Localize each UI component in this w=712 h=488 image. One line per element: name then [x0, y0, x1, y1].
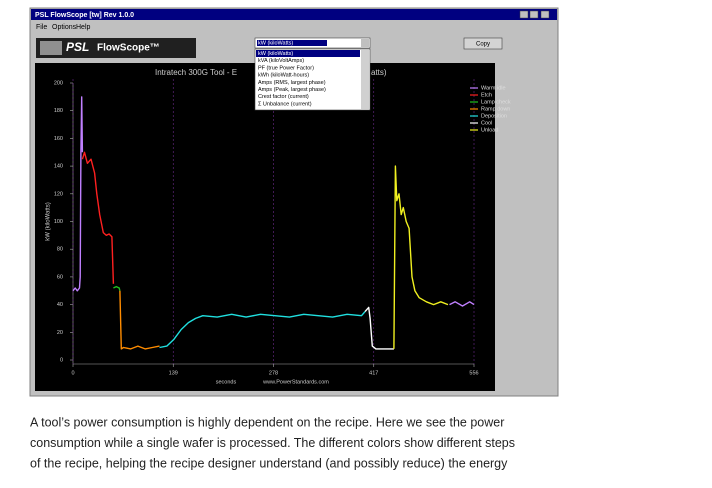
- legend-label: Cool: [481, 120, 492, 126]
- series-line: [393, 165, 449, 349]
- x-tick-label: 139: [169, 370, 178, 376]
- y-axis-label: kW (kiloWatts): [46, 202, 52, 240]
- chart-area: [35, 63, 495, 391]
- series-line: [72, 96, 475, 307]
- logo-banner: [36, 38, 196, 58]
- copy-button-label: Copy: [476, 42, 490, 48]
- window-title: PSL FlowScope [tw] Rev 1.0.0: [35, 12, 134, 19]
- dropdown-item[interactable]: PF (true Power Factor): [258, 65, 314, 71]
- credit: www.PowerStandards.com: [262, 379, 329, 385]
- series-line: [113, 285, 121, 291]
- y-tick-label: 180: [54, 108, 63, 114]
- dropdown-item[interactable]: Amps (RMS, largest phase): [258, 80, 326, 86]
- close-button[interactable]: [540, 10, 550, 19]
- legend-label: Warm idle: [481, 85, 506, 91]
- dropdown-item[interactable]: Amps (Peak, largest phase): [258, 87, 326, 93]
- x-tick-label: 278: [269, 370, 278, 376]
- scrollbar: [361, 50, 369, 109]
- x-tick-label: 556: [469, 370, 478, 376]
- series-line: [119, 290, 160, 350]
- series-line: [81, 151, 115, 284]
- legend-label: Deposition: [481, 113, 507, 119]
- dropdown-item[interactable]: kVA (kiloVoltAmps): [258, 58, 304, 64]
- logo-icon: [40, 41, 62, 55]
- dropdown-arrow[interactable]: [361, 39, 369, 47]
- x-tick-label: 417: [369, 370, 378, 376]
- minimize-button[interactable]: [519, 10, 529, 19]
- y-tick-label: 20: [57, 330, 63, 336]
- dropdown-selection: [257, 40, 327, 46]
- legend-label: Ramp down: [481, 106, 510, 112]
- caption-line: of the recipe, helping the recipe design…: [30, 456, 508, 470]
- legend-label: Lamp check: [481, 99, 511, 105]
- dropdown-value: kW (kiloWatts): [258, 40, 293, 46]
- caption-line: consumption while a single wafer is proc…: [30, 436, 515, 450]
- dropdown-item[interactable]: kW (kiloWatts): [258, 51, 293, 57]
- y-tick-label: 80: [57, 247, 63, 253]
- product-name: FlowScope™: [97, 43, 160, 54]
- y-tick-label: 100: [54, 219, 63, 225]
- chart-title-end: atts): [371, 68, 387, 77]
- maximize-button[interactable]: [529, 10, 539, 19]
- title-bar: [31, 9, 557, 20]
- y-tick-label: 60: [57, 274, 63, 280]
- y-tick-label: 200: [54, 80, 63, 86]
- legend-label: Unload: [481, 127, 498, 133]
- x-axis-label: seconds: [216, 379, 237, 385]
- y-tick-label: 160: [54, 136, 63, 142]
- dropdown-list: [254, 48, 371, 111]
- dropdown-item[interactable]: kWh (kiloWatt-hours): [258, 73, 309, 79]
- dropdown-item[interactable]: Crest factor (current): [258, 94, 309, 100]
- legend-label: Etch: [481, 92, 492, 98]
- list-highlight: [256, 50, 360, 57]
- y-tick-label: 140: [54, 164, 63, 170]
- caption-line: A tool’s power consumption is highly dep…: [30, 415, 504, 429]
- y-tick-label: 0: [60, 357, 63, 363]
- series-line: [364, 306, 394, 350]
- y-tick-label: 120: [54, 191, 63, 197]
- x-tick-label: 0: [71, 370, 74, 376]
- logo: PSL: [66, 40, 89, 54]
- series-line: [159, 311, 366, 349]
- y-tick-label: 40: [57, 302, 63, 308]
- chart-title: Intratech 300G Tool - E: [155, 68, 237, 77]
- menu-item[interactable]: File: [36, 24, 47, 31]
- dropdown-item[interactable]: Σ Unbalance (current): [258, 101, 312, 107]
- menu-item[interactable]: Options: [52, 24, 77, 31]
- copy-button[interactable]: [463, 37, 503, 50]
- menu-item[interactable]: Help: [76, 24, 91, 31]
